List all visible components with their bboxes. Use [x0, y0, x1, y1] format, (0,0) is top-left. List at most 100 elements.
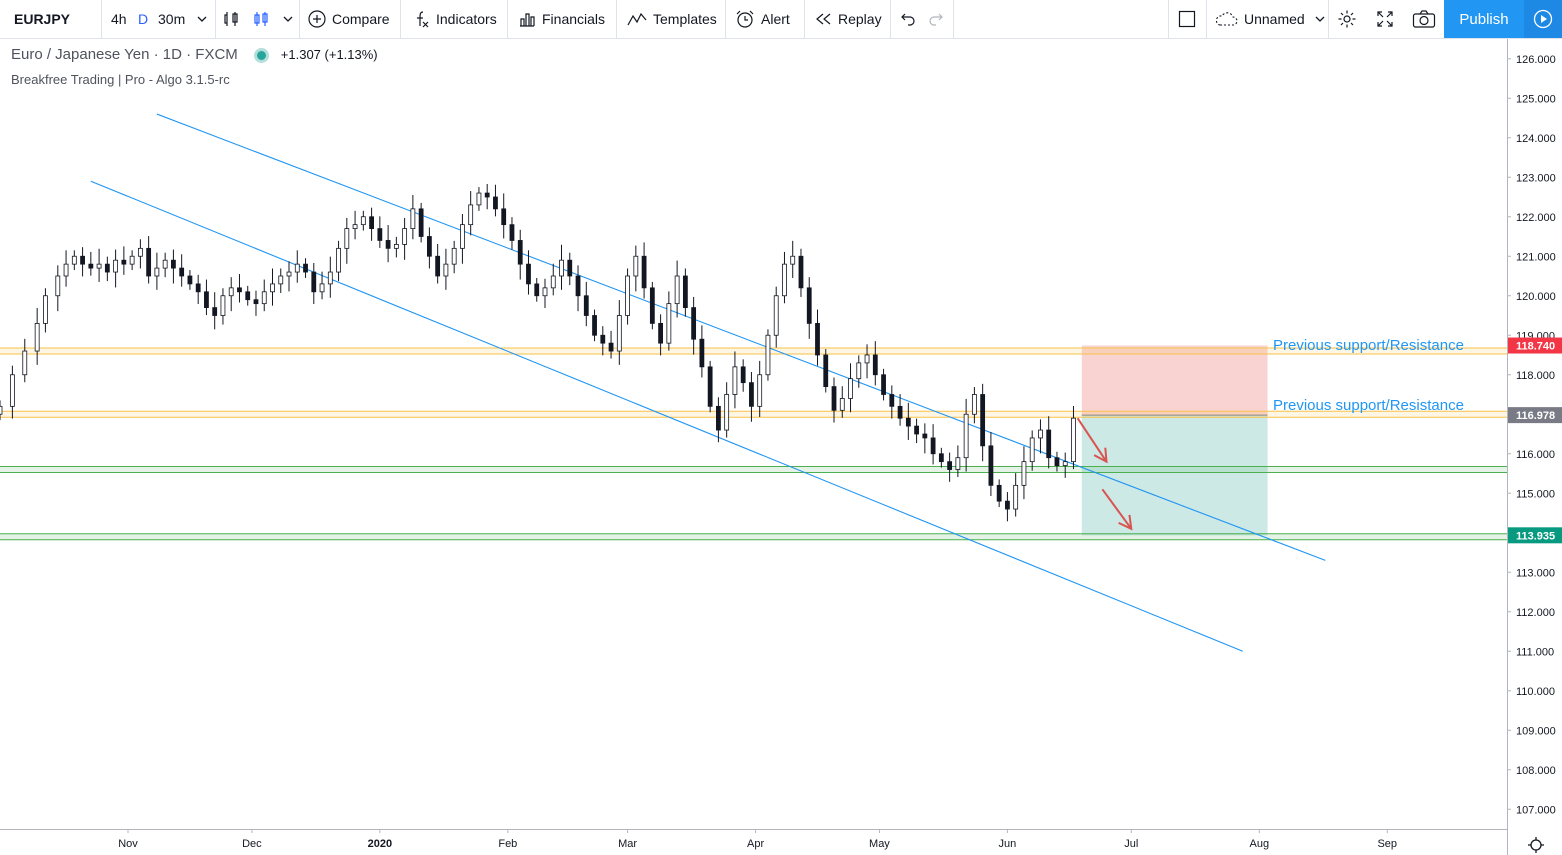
candle — [270, 268, 275, 306]
candle — [641, 242, 647, 299]
candle-body — [930, 437, 936, 455]
candle-body — [245, 291, 251, 301]
candle-body — [856, 362, 862, 380]
financials-button[interactable]: Financials — [518, 0, 605, 38]
candle — [773, 286, 779, 348]
bar-style-icon[interactable] — [222, 0, 240, 38]
templates-button[interactable]: Templates — [627, 0, 717, 38]
candle — [922, 423, 928, 454]
gear-icon[interactable] — [1337, 0, 1357, 38]
candle-body — [1071, 417, 1076, 463]
candle — [460, 213, 465, 264]
candle — [550, 263, 556, 296]
candle — [864, 344, 870, 379]
candle-body — [385, 240, 391, 249]
layout-square-icon[interactable] — [1178, 0, 1196, 38]
candle-body — [451, 247, 457, 265]
undo-icon[interactable] — [900, 0, 916, 38]
time-axis[interactable]: Nov Dec 2020 Feb Mar Apr May Jun Jul Aug Sep — [0, 829, 1507, 850]
candle — [34, 307, 40, 365]
candles — [0, 183, 1076, 522]
candle-body — [220, 295, 226, 316]
candle-body — [121, 259, 127, 265]
redo-icon[interactable] — [928, 0, 944, 38]
level-band-2 — [0, 411, 1507, 418]
interval-1d[interactable]: D — [138, 11, 149, 27]
compare-button[interactable]: Compare — [308, 0, 390, 38]
candle-body — [782, 263, 787, 297]
interval-30m[interactable]: 30m — [158, 11, 186, 27]
candle-body — [484, 192, 490, 198]
publish-menu-button[interactable] — [1524, 0, 1562, 38]
candle — [1046, 416, 1052, 469]
arrow-head — [1093, 447, 1108, 464]
candle-body — [988, 445, 994, 486]
price-tick-label: 111.000 — [1516, 646, 1554, 658]
candle-body — [71, 255, 77, 265]
candle-body — [22, 350, 28, 376]
toolbar-divider — [890, 0, 891, 38]
candle — [831, 377, 837, 423]
candle-body — [468, 204, 474, 226]
interval-4h[interactable]: 4h — [111, 11, 127, 27]
candles-icon[interactable] — [252, 0, 270, 38]
layout-name-button[interactable]: Unnamed — [1214, 0, 1325, 38]
candle — [955, 445, 961, 478]
candle — [344, 217, 350, 264]
candle — [336, 240, 341, 282]
candle — [559, 244, 564, 290]
candle — [691, 296, 697, 355]
indicator-legend[interactable]: Breakfree Trading | Pro - Algo 3.1.5-rc — [11, 72, 230, 87]
channel-line-1 — [156, 113, 1326, 561]
candle-body — [146, 247, 152, 277]
camera-icon[interactable] — [1412, 0, 1436, 38]
fullscreen-icon[interactable] — [1376, 0, 1394, 38]
candle — [80, 247, 85, 277]
candle-body — [0, 405, 3, 415]
candle — [649, 281, 655, 330]
indicators-button[interactable]: Indicators — [412, 0, 497, 38]
replay-button[interactable]: Replay — [814, 0, 882, 38]
candle-body — [137, 247, 143, 257]
candle-body — [476, 192, 482, 206]
candle — [823, 349, 829, 393]
level-band-3 — [0, 466, 1507, 473]
candle — [154, 252, 160, 290]
candle-body — [410, 208, 416, 230]
templates-icon — [627, 12, 647, 26]
direction-arrows[interactable] — [1076, 417, 1133, 531]
candle — [360, 210, 366, 231]
toolbar-divider — [1206, 0, 1207, 38]
candle — [526, 250, 531, 295]
candle — [980, 383, 986, 462]
publish-button[interactable]: Publish — [1444, 0, 1524, 38]
price-chart[interactable]: Previous support/Resistance Previous sup… — [0, 39, 1562, 855]
candle-body — [319, 283, 325, 293]
chart-type-dropdown-icon[interactable] — [283, 0, 293, 38]
horizontal-levels[interactable] — [0, 347, 1507, 541]
interval-dropdown-icon[interactable] — [197, 0, 207, 38]
candle-body — [947, 461, 953, 470]
alert-button[interactable]: Alert — [735, 0, 790, 38]
candle-body — [666, 303, 672, 344]
candle-body — [129, 255, 135, 265]
toolbar-divider — [215, 0, 216, 38]
candle-body — [1021, 461, 1027, 486]
price-tick-label: 109.000 — [1516, 725, 1556, 737]
candle — [228, 277, 234, 312]
candle — [501, 193, 507, 239]
candle — [897, 394, 903, 426]
candle — [616, 300, 622, 365]
candle-body — [393, 243, 399, 249]
series-title[interactable]: Euro / Japanese Yen · 1D · FXCM — [11, 46, 238, 63]
descending-channel[interactable] — [90, 113, 1326, 652]
price-axis[interactable]: 126.000 125.000 124.000 123.000 122.000 121.0… — [1507, 39, 1562, 855]
candle-body — [402, 228, 408, 245]
candle-body — [691, 307, 697, 340]
annotations: Previous support/Resistance Previous sup… — [1273, 337, 1464, 414]
candle-body — [104, 263, 110, 273]
candle — [303, 258, 308, 278]
symbol-search[interactable]: EURJPY — [14, 11, 71, 27]
short-position-tool[interactable] — [1081, 345, 1268, 536]
axis-settings-button[interactable] — [1528, 837, 1544, 853]
